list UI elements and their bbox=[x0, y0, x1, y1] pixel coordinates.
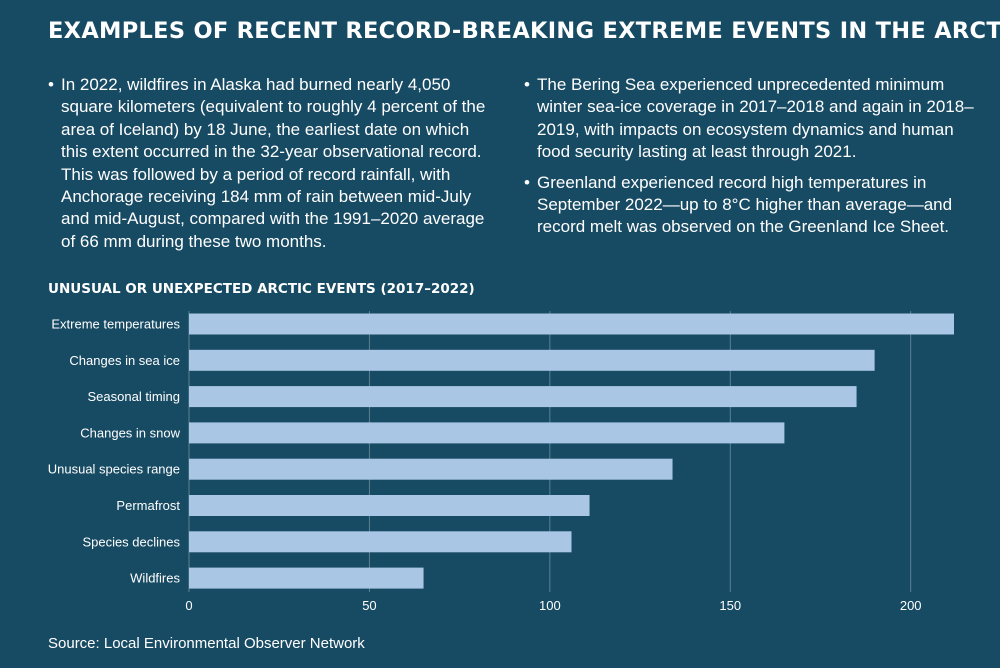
category-label: Changes in sea ice bbox=[69, 353, 180, 368]
category-label: Wildfires bbox=[130, 571, 180, 586]
category-label: Extreme temperatures bbox=[51, 317, 180, 332]
bullet-item: • In 2022, wildfires in Alaska had burne… bbox=[48, 74, 493, 253]
bar bbox=[189, 422, 785, 444]
bar bbox=[189, 458, 673, 480]
bullet-item: • Greenland experienced record high temp… bbox=[524, 172, 974, 239]
bullet-marker: • bbox=[48, 75, 54, 94]
category-label: Unusual species range bbox=[48, 462, 180, 477]
bullet-text-greenland: Greenland experienced record high temper… bbox=[537, 172, 953, 237]
chart-title: UNUSUAL OR UNEXPECTED ARCTIC EVENTS (201… bbox=[48, 281, 475, 297]
bullet-marker: • bbox=[524, 75, 530, 94]
source-note: Source: Local Environmental Observer Net… bbox=[48, 635, 365, 652]
category-label: Changes in snow bbox=[80, 425, 180, 440]
x-tick-label: 100 bbox=[539, 598, 561, 613]
x-tick-label: 0 bbox=[185, 598, 192, 613]
category-label: Permafrost bbox=[116, 498, 180, 513]
bar bbox=[189, 567, 424, 589]
bullet-list-right: • The Bering Sea experienced unprecedent… bbox=[524, 74, 974, 247]
bar bbox=[189, 531, 572, 553]
x-tick-label: 200 bbox=[900, 598, 922, 613]
bar bbox=[189, 313, 954, 335]
bar bbox=[189, 495, 590, 516]
bullet-marker: • bbox=[524, 172, 530, 192]
x-tick-label: 50 bbox=[362, 598, 376, 613]
x-tick-label: 150 bbox=[719, 598, 741, 613]
bar bbox=[189, 386, 857, 408]
category-label: Seasonal timing bbox=[88, 389, 181, 404]
bar bbox=[189, 349, 875, 371]
bullet-list-left: • In 2022, wildfires in Alaska had burne… bbox=[48, 74, 493, 261]
bullet-text-alaska-wildfires: In 2022, wildfires in Alaska had burned … bbox=[61, 75, 486, 251]
bullet-item: • The Bering Sea experienced unprecedent… bbox=[524, 74, 974, 164]
category-label: Species declines bbox=[82, 534, 180, 549]
bullet-text-bering-sea: The Bering Sea experienced unprecedented… bbox=[537, 75, 974, 162]
page-title: EXAMPLES OF RECENT RECORD-BREAKING EXTRE… bbox=[48, 18, 1000, 44]
